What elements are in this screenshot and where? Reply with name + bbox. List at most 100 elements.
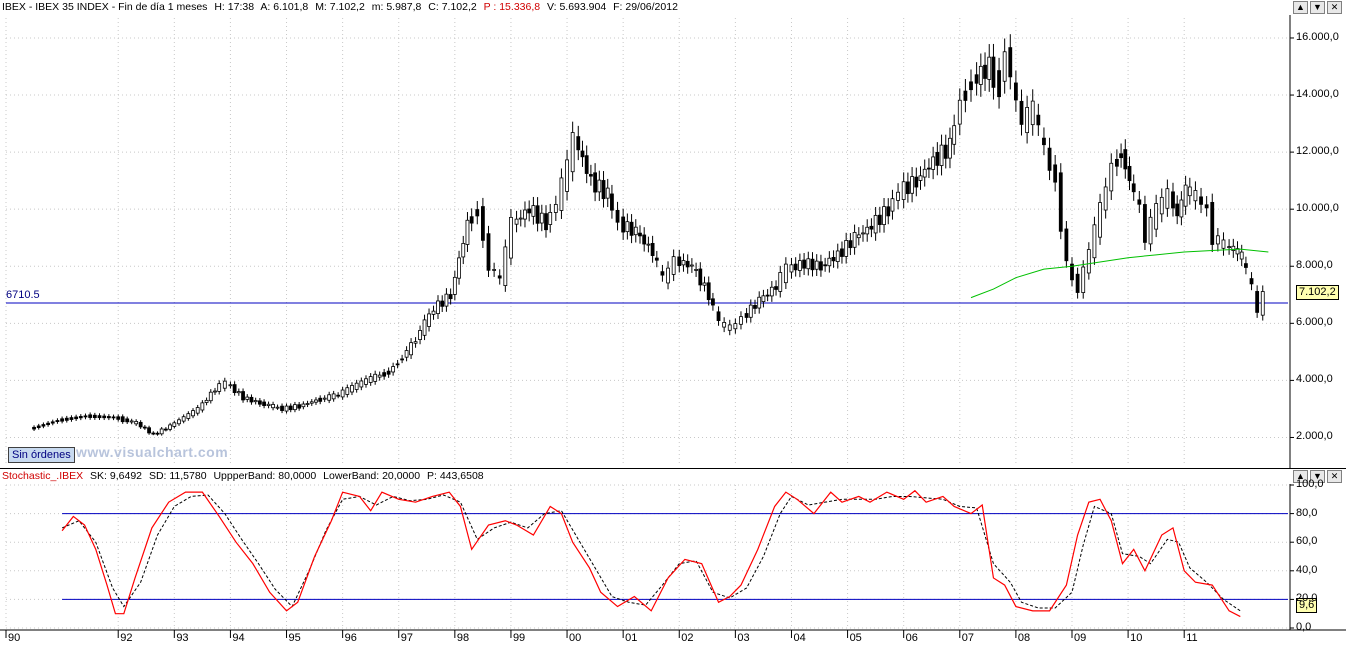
sin-ordenes-button[interactable]: Sin órdenes: [8, 447, 75, 463]
candle-body: [271, 404, 275, 409]
candle-body: [576, 136, 581, 151]
candle-body: [106, 416, 111, 419]
osc-up-arrow-button[interactable]: ▲: [1293, 470, 1308, 483]
time-tick-label: 11: [1186, 632, 1198, 644]
candle-body: [882, 206, 886, 225]
candle-body: [778, 272, 783, 292]
candle-body: [486, 233, 491, 271]
candle-body: [625, 221, 630, 233]
time-tick-label: 01: [625, 632, 638, 644]
candle-body: [727, 324, 732, 331]
price-tick-label: 6.000,0: [1296, 316, 1333, 329]
candle-body: [217, 383, 222, 392]
last-price-tag: 7.102,2: [1296, 285, 1339, 300]
candle-body: [41, 424, 46, 427]
candle-body: [78, 416, 83, 419]
candle-body: [535, 205, 540, 224]
close-button[interactable]: ✕: [1327, 1, 1342, 14]
candle-body: [368, 376, 373, 383]
candle-body: [666, 267, 670, 284]
candle-body: [918, 175, 923, 181]
time-tick-label: 97: [400, 632, 413, 644]
candle-body: [1221, 239, 1226, 249]
candle-body: [1239, 251, 1244, 260]
candle-body: [806, 258, 811, 270]
time-tick-label: 02: [681, 632, 694, 644]
candle-body: [46, 422, 50, 426]
osc-tick-label: 20,0: [1296, 592, 1318, 605]
candle-body: [1137, 199, 1142, 205]
osc-close-button[interactable]: ✕: [1327, 470, 1342, 483]
candle-body: [1227, 246, 1231, 249]
candle-body: [55, 420, 60, 423]
candle-body: [400, 358, 405, 361]
candle-body: [1183, 184, 1188, 207]
stochastic-sk-line: [61, 489, 1241, 618]
candle-body: [257, 400, 262, 405]
time-tick-label: 93: [176, 632, 189, 644]
candle-body: [181, 416, 186, 422]
candle-body: [1098, 202, 1102, 238]
candle-body: [873, 214, 878, 234]
candle-body: [716, 311, 721, 321]
candle-body: [436, 300, 440, 314]
candle-body: [155, 432, 160, 435]
candle-body: [413, 341, 418, 344]
candle-body: [869, 225, 874, 230]
candle-body: [753, 305, 757, 309]
osc-down-arrow-button[interactable]: ▼: [1310, 470, 1325, 483]
up-arrow-button[interactable]: ▲: [1293, 1, 1308, 14]
candle-body: [835, 250, 840, 262]
candle-body: [544, 213, 548, 231]
candle-body: [404, 350, 409, 358]
candle-body: [896, 191, 900, 201]
candle-body: [861, 232, 865, 235]
candle-body: [597, 179, 602, 193]
candle-body: [284, 405, 289, 412]
candle-body: [689, 264, 694, 267]
candle-body: [1143, 204, 1147, 243]
time-tick-label: 94: [232, 632, 245, 644]
candle-body: [69, 417, 74, 420]
candle-body: [208, 391, 213, 402]
candle-body: [440, 300, 445, 307]
candle-body: [1127, 165, 1132, 182]
candle-body: [1175, 203, 1180, 217]
candle-body: [168, 424, 173, 430]
candle-body: [503, 246, 508, 286]
candle-body: [305, 403, 310, 405]
candle-body: [698, 268, 703, 286]
time-tick-label: 05: [849, 632, 862, 644]
osc-name: Stochastic_.IBEX: [2, 470, 84, 482]
candle-body: [1249, 278, 1254, 285]
osc-lower: LowerBand: 20,0000: [323, 470, 421, 482]
time-tick-label: 96: [344, 632, 357, 644]
candle-body: [905, 181, 910, 195]
time-tick-label: 06: [905, 632, 918, 644]
candle-body: [848, 240, 853, 249]
candle-body: [810, 258, 815, 271]
time-tick-label: 00: [569, 632, 582, 644]
down-arrow-button[interactable]: ▼: [1310, 1, 1325, 14]
price-tick-label: 2.000,0: [1296, 430, 1333, 443]
osc-value-tag: 9,6: [1296, 598, 1318, 613]
candle-body: [138, 421, 143, 428]
candle-body: [844, 240, 849, 257]
candle-body: [336, 394, 341, 397]
candle-body: [952, 125, 957, 145]
header-date: F: 29/06/2012: [613, 1, 678, 13]
candle-body: [177, 419, 181, 425]
candle-body: [461, 243, 466, 258]
candle-body: [943, 144, 948, 159]
candle-body: [318, 397, 323, 402]
candle-body: [642, 234, 647, 245]
candle-body: [553, 204, 558, 213]
candle-body: [1159, 196, 1164, 215]
price-tick-label: 8.000,0: [1296, 259, 1333, 272]
candle-body: [204, 399, 209, 403]
candle-body: [702, 282, 707, 286]
candle-body: [1025, 106, 1030, 134]
candle-body: [660, 271, 665, 276]
candle-body: [939, 144, 944, 166]
